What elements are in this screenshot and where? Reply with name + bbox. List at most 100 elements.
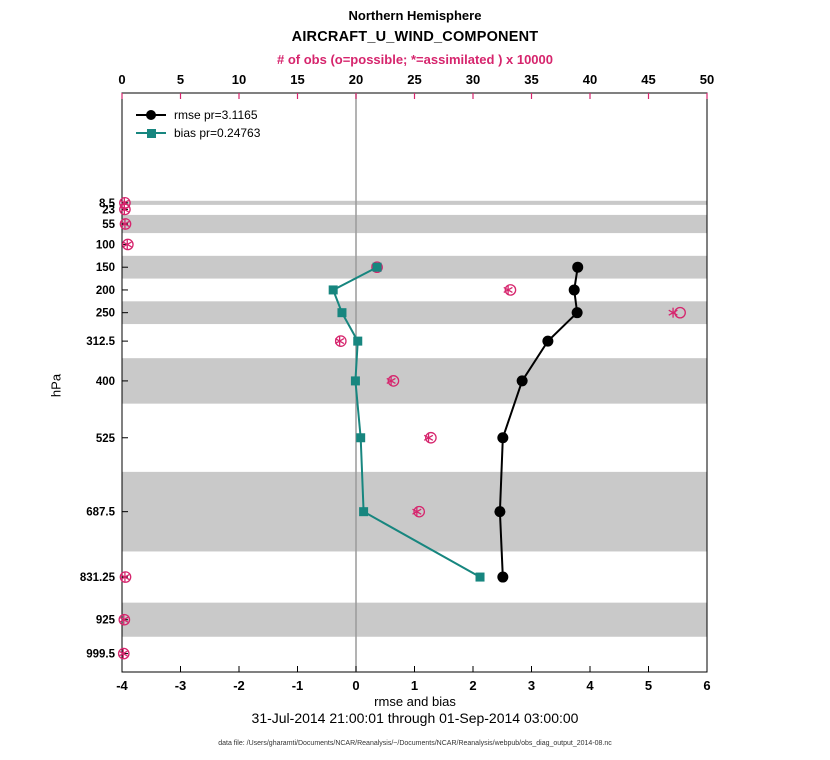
rmse-marker: [542, 335, 554, 347]
obs-possible-marker: [413, 505, 426, 518]
obs-axis-tick-label: 5: [177, 72, 184, 87]
obs-axis-tick-label: 25: [407, 72, 421, 87]
obs-assimilated-marker: [119, 199, 129, 206]
y-axis-tick-label: 250: [96, 308, 115, 320]
obs-axis-tick-label: 20: [349, 72, 363, 87]
obs-possible-marker: [119, 571, 132, 583]
obs-axis-tick-label: 40: [583, 72, 597, 87]
y-axis-tick-label: 312.5: [86, 336, 115, 348]
pressure-band: [122, 358, 707, 404]
pressure-band: [122, 255, 707, 279]
x-axis-tick-label: 5: [645, 678, 652, 693]
y-axis-tick-label: 687.5: [86, 507, 115, 519]
obs-axis-tick-label: 30: [466, 72, 480, 87]
obs-assimilated-marker: [122, 241, 132, 248]
rmse-marker: [497, 571, 509, 583]
obs-possible-marker: [118, 613, 131, 626]
obs-possible-marker: [119, 218, 132, 230]
y-axis-tick-label: 150: [96, 262, 115, 274]
x-axis-tick-label: 2: [469, 678, 476, 693]
obs-assimilated-marker: [120, 573, 130, 581]
y-axis-tick-label: 55: [102, 219, 115, 231]
y-axis-tick-label: 831.25: [80, 572, 116, 584]
obs-possible-marker: [425, 431, 437, 444]
legend-item-bias: bias pr=0.24763: [136, 124, 260, 142]
bias-marker: [359, 507, 369, 517]
rmse-marker: [494, 506, 506, 518]
y-axis-tick-label: 925: [96, 615, 116, 627]
obs-assimilated-marker: [668, 309, 678, 316]
obs-assimilated-marker: [334, 338, 345, 345]
plot-title: Northern Hemisphere: [348, 8, 482, 23]
obs-assimilated-marker: [118, 650, 128, 657]
x-axis-tick-label: 3: [528, 678, 535, 693]
x-axis-label: rmse and bias: [374, 694, 456, 709]
bias-legend-label: bias pr=0.24763: [174, 126, 261, 140]
legend-item-rmse: rmse pr=3.1165: [136, 106, 260, 124]
y-axis-tick-label: 23: [102, 204, 115, 216]
x-axis-tick-label: -3: [175, 678, 187, 693]
date-range-caption: 31-Jul-2014 21:00:01 through 01-Sep-2014…: [251, 710, 579, 726]
obs-possible-marker: [387, 375, 400, 387]
y-axis-tick-label: 200: [96, 285, 115, 297]
bias-marker: [350, 376, 360, 386]
pressure-band: [122, 200, 707, 205]
obs-possible-marker: [334, 335, 347, 347]
obs-assimilated-marker: [119, 206, 129, 213]
y-axis-tick-label: 525: [96, 433, 116, 445]
bias-marker: [356, 433, 366, 443]
x-axis-tick-label: -4: [116, 678, 128, 693]
pressure-band: [122, 214, 707, 234]
bias-marker: [475, 572, 485, 582]
obs-assimilated-marker: [120, 220, 130, 228]
obs-possible-marker: [504, 284, 517, 296]
obs-assimilated-marker: [386, 377, 396, 384]
y-axis-tick-label: 100: [96, 239, 115, 251]
plot-subtitle: AIRCRAFT_U_WIND_COMPONENT: [291, 29, 539, 45]
rmse-marker: [572, 261, 584, 273]
obs-possible-marker: [371, 261, 383, 274]
obs-axis-tick-label: 35: [524, 72, 538, 87]
obs-axis-tick-label: 50: [700, 72, 714, 87]
bias-legend-marker: [136, 127, 166, 139]
obs-possible-marker: [122, 238, 134, 251]
obs-axis-tick-label: 15: [290, 72, 304, 87]
obs-axis-tick-label: 45: [641, 72, 655, 87]
legend: rmse pr=3.1165 bias pr=0.24763: [136, 106, 260, 142]
y-axis-tick-label: 8.5: [99, 198, 116, 210]
x-axis-tick-label: 4: [586, 678, 594, 693]
obs-axis-tick-label: 0: [118, 72, 125, 87]
obs-possible-marker: [674, 306, 686, 319]
rmse-legend-marker: [136, 109, 166, 121]
x-axis-tick-label: 6: [703, 678, 710, 693]
x-axis-tick-label: -2: [233, 678, 245, 693]
y-axis-tick-label: 999.5: [86, 649, 115, 661]
rmse-marker: [571, 307, 583, 319]
rmse-legend-label: rmse pr=3.1165: [174, 108, 258, 122]
obs-assimilated-marker: [119, 616, 129, 623]
rmse-marker: [568, 284, 580, 296]
obs-assimilated-marker: [412, 508, 422, 515]
bias-marker: [328, 285, 338, 295]
obs-possible-marker: [117, 647, 130, 660]
obs-possible-marker: [119, 203, 131, 216]
bias-marker: [337, 308, 347, 318]
obs-assimilated-marker: [423, 434, 434, 441]
x-axis-tick-label: 1: [411, 678, 418, 693]
obs-assimilated-marker: [503, 286, 513, 294]
bias-marker: [353, 336, 363, 346]
y-axis-label: hPa: [48, 373, 64, 398]
obs-axis-tick-label: 10: [232, 72, 246, 87]
obs-axis-title: # of obs (o=possible; *=assimilated ) x …: [277, 52, 553, 67]
bias-marker: [372, 262, 382, 272]
y-axis-tick-label: 400: [96, 376, 115, 388]
rmse-marker: [516, 375, 528, 387]
data-file-footnote: data file: /Users/gharamti/Documents/NCA…: [218, 740, 612, 747]
x-axis-tick-label: 0: [352, 678, 359, 693]
x-axis-tick-label: -1: [292, 678, 304, 693]
pressure-band: [122, 301, 707, 325]
rmse-marker: [497, 432, 509, 444]
pressure-band: [122, 602, 707, 637]
